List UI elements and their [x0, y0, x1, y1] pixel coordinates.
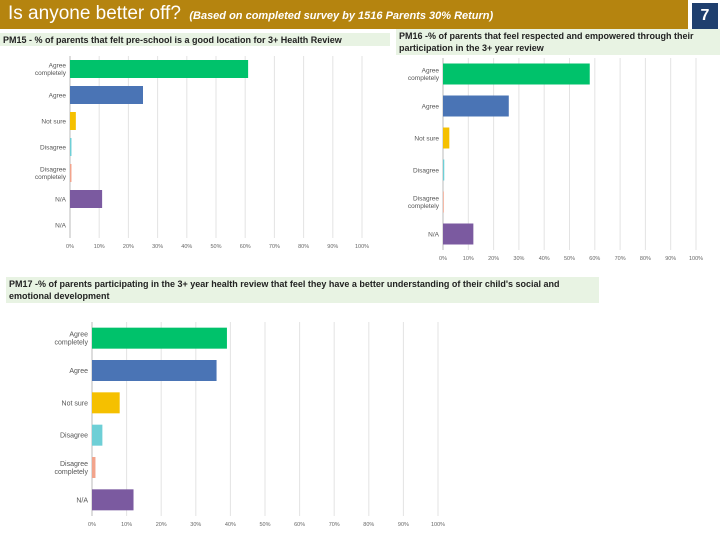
bar	[443, 95, 509, 117]
x-tick-label: 50%	[259, 522, 270, 528]
x-tick-label: 60%	[589, 256, 600, 262]
x-tick-label: 10%	[463, 256, 474, 262]
x-tick-label: 60%	[240, 244, 251, 250]
x-tick-label: 30%	[190, 522, 201, 528]
x-tick-label: 80%	[640, 256, 651, 262]
chart-2: 0% 10% 20% 30% 40% 50% 60% 70% 80% 90% 100%Agreeco…	[408, 58, 703, 262]
slide-title: Is anyone better off?	[8, 3, 181, 24]
x-tick-label: 20%	[156, 522, 167, 528]
x-tick-label: 70%	[269, 244, 280, 250]
x-tick-label: 60%	[294, 522, 305, 528]
x-tick-label: 40%	[539, 256, 550, 262]
category-label: Disagree	[40, 167, 66, 174]
x-tick-label: 0%	[439, 256, 447, 262]
category-label: N/A	[55, 222, 67, 229]
bar	[92, 360, 217, 381]
category-label: N/A	[428, 231, 440, 238]
category-label: Not sure	[62, 400, 89, 407]
x-tick-label: 70%	[329, 522, 340, 528]
x-tick-label: 10%	[121, 522, 132, 528]
x-tick-label: 30%	[152, 244, 163, 250]
category-label: Agree	[49, 63, 67, 70]
x-tick-label: 0%	[88, 522, 96, 528]
category-label: Disagree	[60, 433, 88, 440]
bar	[70, 138, 72, 156]
x-tick-label: 100%	[355, 244, 369, 250]
x-tick-label: 20%	[123, 244, 134, 250]
bar	[443, 191, 444, 213]
x-tick-label: 90%	[665, 256, 676, 262]
x-tick-label: 100%	[431, 522, 445, 528]
x-tick-label: 30%	[513, 256, 524, 262]
bar	[92, 392, 120, 414]
bar	[92, 327, 227, 349]
bar	[92, 424, 103, 446]
category-label: Disagree	[413, 196, 439, 203]
bar	[70, 190, 103, 208]
category-label: Not sure	[414, 135, 439, 142]
category-label: N/A	[76, 497, 88, 504]
category-label: Agree	[69, 368, 88, 375]
category-label: completely	[55, 340, 89, 347]
category-label: Agree	[422, 68, 440, 75]
x-tick-label: 70%	[615, 256, 626, 262]
x-tick-label: 50%	[210, 244, 221, 250]
x-tick-label: 40%	[225, 522, 236, 528]
category-label: completely	[55, 469, 89, 476]
chart-1: 0% 10% 20% 30% 40% 50% 60% 70% 80% 90% 100%Agreeco…	[35, 56, 369, 250]
bar	[70, 164, 72, 182]
page-number-badge: 7	[692, 3, 718, 29]
x-tick-label: 90%	[398, 522, 409, 528]
bar	[443, 223, 474, 245]
chart-3-title: PM17 -% of parents participating in the …	[6, 277, 599, 303]
bar	[443, 127, 450, 149]
slide-title-bar: Is anyone better off? (Based on complete…	[0, 0, 688, 29]
category-label: completely	[35, 70, 67, 77]
chart-1-title: PM15 - % of parents that felt pre-school…	[0, 33, 390, 46]
category-label: Disagree	[413, 167, 439, 174]
x-tick-label: 0%	[66, 244, 74, 250]
category-label: Disagree	[40, 144, 66, 151]
bar	[92, 489, 134, 511]
category-label: Not sure	[41, 118, 66, 125]
x-tick-label: 80%	[363, 522, 374, 528]
x-tick-label: 40%	[181, 244, 192, 250]
x-tick-label: 80%	[298, 244, 309, 250]
category-label: Disagree	[60, 461, 88, 468]
bar	[92, 457, 96, 478]
bar	[70, 112, 76, 130]
category-label: completely	[408, 203, 440, 210]
category-label: Agree	[422, 103, 440, 110]
category-label: completely	[35, 174, 67, 181]
bar	[70, 60, 249, 78]
chart-3: 0% 10% 20% 30% 40% 50% 60% 70% 80% 90% 100%Agreeco…	[55, 322, 445, 528]
bar	[443, 63, 590, 85]
x-tick-label: 100%	[689, 256, 703, 262]
category-label: Agree	[69, 332, 88, 339]
slide-subtitle: (Based on completed survey by 1516 Paren…	[189, 10, 494, 22]
bar	[70, 86, 143, 104]
chart-2-title: PM16 -% of parents that feel respected a…	[396, 29, 720, 55]
bar	[443, 159, 445, 181]
x-tick-label: 50%	[564, 256, 575, 262]
x-tick-label: 90%	[327, 244, 338, 250]
category-label: N/A	[55, 196, 67, 203]
x-tick-label: 20%	[488, 256, 499, 262]
category-label: completely	[408, 75, 440, 82]
category-label: Agree	[49, 92, 67, 99]
x-tick-label: 10%	[94, 244, 105, 250]
